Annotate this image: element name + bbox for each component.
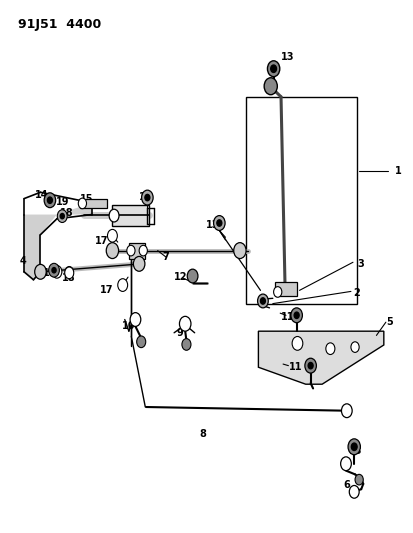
Circle shape bbox=[109, 209, 119, 222]
Circle shape bbox=[141, 190, 153, 205]
Bar bbox=[79, 199, 107, 208]
Circle shape bbox=[307, 362, 312, 369]
Text: 6: 6 bbox=[343, 480, 349, 490]
Circle shape bbox=[270, 65, 276, 72]
Circle shape bbox=[179, 317, 190, 331]
Text: 11: 11 bbox=[280, 312, 293, 322]
Circle shape bbox=[52, 268, 56, 273]
Circle shape bbox=[187, 269, 197, 283]
Text: 13: 13 bbox=[348, 446, 362, 456]
Circle shape bbox=[216, 220, 221, 226]
Circle shape bbox=[65, 266, 73, 277]
Text: 19: 19 bbox=[55, 197, 69, 207]
Text: 11: 11 bbox=[288, 362, 301, 372]
Text: 14: 14 bbox=[35, 190, 48, 200]
Text: 2: 2 bbox=[353, 288, 360, 298]
Circle shape bbox=[349, 486, 358, 498]
Circle shape bbox=[44, 193, 55, 208]
Circle shape bbox=[267, 61, 279, 77]
Circle shape bbox=[354, 474, 362, 485]
Text: 17: 17 bbox=[99, 285, 113, 295]
Circle shape bbox=[106, 243, 118, 259]
Circle shape bbox=[233, 243, 245, 259]
Bar bbox=[112, 205, 149, 226]
Text: 5: 5 bbox=[386, 317, 392, 327]
Text: 18: 18 bbox=[62, 273, 76, 283]
Circle shape bbox=[294, 312, 298, 318]
Text: 12: 12 bbox=[173, 272, 187, 282]
Circle shape bbox=[145, 195, 150, 201]
Text: 1: 1 bbox=[394, 166, 401, 176]
Text: 7: 7 bbox=[162, 252, 169, 262]
Bar bbox=[128, 243, 145, 259]
Circle shape bbox=[57, 210, 67, 222]
Text: 13: 13 bbox=[280, 52, 293, 62]
Text: 3: 3 bbox=[357, 259, 364, 269]
Circle shape bbox=[350, 342, 358, 352]
Text: 18: 18 bbox=[59, 208, 73, 219]
Text: 8: 8 bbox=[199, 429, 206, 439]
Circle shape bbox=[263, 78, 277, 95]
Text: 19: 19 bbox=[43, 268, 57, 278]
Text: 4: 4 bbox=[19, 256, 26, 266]
Circle shape bbox=[130, 313, 140, 326]
Polygon shape bbox=[24, 203, 92, 280]
Text: 15: 15 bbox=[80, 193, 93, 204]
Circle shape bbox=[181, 338, 190, 350]
Text: 17: 17 bbox=[95, 236, 109, 246]
Circle shape bbox=[60, 214, 64, 219]
Text: 10: 10 bbox=[122, 321, 135, 331]
Bar bbox=[274, 282, 297, 296]
Circle shape bbox=[47, 197, 52, 204]
Circle shape bbox=[52, 265, 62, 278]
Circle shape bbox=[78, 198, 86, 209]
Text: 16: 16 bbox=[138, 191, 152, 201]
Bar bbox=[245, 97, 356, 304]
Circle shape bbox=[136, 336, 145, 348]
Circle shape bbox=[133, 256, 145, 271]
Text: 91J51  4400: 91J51 4400 bbox=[18, 18, 101, 31]
Circle shape bbox=[213, 216, 225, 230]
Circle shape bbox=[290, 308, 301, 322]
Circle shape bbox=[257, 294, 268, 308]
Circle shape bbox=[139, 245, 147, 256]
Circle shape bbox=[260, 298, 265, 304]
Circle shape bbox=[126, 245, 135, 256]
Circle shape bbox=[117, 279, 127, 292]
Circle shape bbox=[347, 439, 359, 455]
Polygon shape bbox=[258, 331, 383, 384]
Circle shape bbox=[49, 263, 59, 277]
Circle shape bbox=[292, 336, 302, 350]
Circle shape bbox=[340, 457, 351, 471]
Circle shape bbox=[273, 287, 281, 297]
Text: 13: 13 bbox=[206, 220, 219, 230]
Circle shape bbox=[341, 404, 351, 418]
Circle shape bbox=[107, 229, 117, 242]
Text: 9: 9 bbox=[176, 328, 183, 338]
Circle shape bbox=[304, 358, 316, 373]
Circle shape bbox=[325, 343, 334, 354]
Circle shape bbox=[351, 443, 356, 450]
Circle shape bbox=[35, 264, 46, 279]
Circle shape bbox=[64, 267, 74, 279]
